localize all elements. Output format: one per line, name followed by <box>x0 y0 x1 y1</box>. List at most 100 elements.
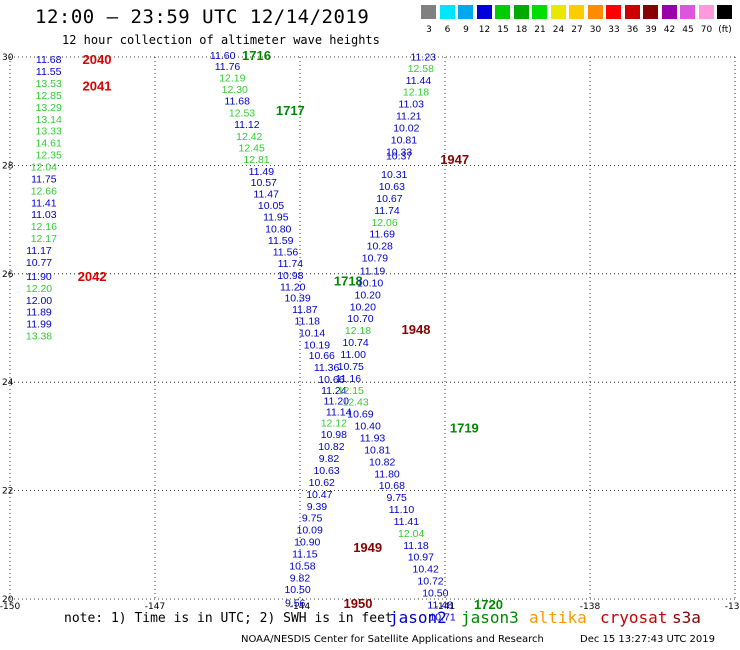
color-swatch <box>513 5 529 19</box>
data-point-label: 10.81 <box>391 134 417 146</box>
color-scale-label: 15 <box>497 25 509 35</box>
x-tick-label: -141 <box>435 602 455 612</box>
chart-title: 12:00 — 23:59 UTC 12/14/2019 <box>35 6 370 28</box>
data-point-label: 11.19 <box>360 266 386 278</box>
data-point-label: 12.06 <box>371 217 397 229</box>
data-point-label: 11.74 <box>278 258 304 270</box>
color-swatch <box>458 5 473 19</box>
data-point-label: 9.56 <box>285 597 306 609</box>
data-point-label: 11.20 <box>280 281 306 293</box>
y-tick-label: 20 <box>2 595 14 605</box>
color-swatch <box>532 5 547 19</box>
color-scale-label: 30 <box>589 25 602 35</box>
data-point-label: 10.50 <box>284 584 310 596</box>
data-point-label: 11.76 <box>215 61 241 73</box>
data-point-label: 11.68 <box>224 95 250 107</box>
data-point-label: 12.42 <box>236 131 262 143</box>
color-swatch <box>550 5 566 19</box>
data-point-label: 11.03 <box>31 209 57 221</box>
data-point-label: 9.82 <box>290 572 311 584</box>
data-point-label: 11.48 <box>427 599 453 611</box>
data-point-label: 11.00 <box>340 349 366 361</box>
data-point-label: 10.33 <box>386 146 412 158</box>
data-point-label: 13.33 <box>36 126 62 138</box>
x-tick-label: -147 <box>145 602 165 612</box>
color-scale-label: 12 <box>478 25 491 35</box>
data-point-label: 10.80 <box>265 223 291 235</box>
data-point-label: 11.23 <box>411 51 437 63</box>
data-point-label: 10.75 <box>338 361 364 373</box>
color-swatch <box>495 5 510 19</box>
legend-item: altika <box>529 608 587 627</box>
color-swatch <box>587 5 603 19</box>
data-point-label: 10.20 <box>355 289 381 301</box>
data-point-label: 10.14 <box>299 327 325 339</box>
color-swatch <box>680 5 695 19</box>
data-point-label: 11.18 <box>403 540 429 552</box>
data-point-label: 10.63 <box>313 465 339 477</box>
data-point-label: 10.40 <box>355 421 381 433</box>
pass-time-label: 2042 <box>78 269 107 284</box>
color-swatch <box>606 5 621 19</box>
color-scale-label: 27 <box>571 25 583 35</box>
color-swatch <box>643 5 658 19</box>
data-point-label: 12.20 <box>26 283 52 295</box>
data-point-label: 11.47 <box>253 189 279 201</box>
credit-line: NOAA/NESDIS Center for Satellite Applica… <box>241 634 544 645</box>
data-point-label: 12.16 <box>31 221 57 233</box>
data-point-label: 11.87 <box>292 304 318 316</box>
chart-subtitle: 12 hour collection of altimeter wave hei… <box>62 33 380 47</box>
data-point-label: 10.09 <box>297 525 323 537</box>
color-swatch <box>439 5 455 19</box>
legend-item: jason2 <box>389 608 447 627</box>
data-point-label: 11.41 <box>31 197 57 209</box>
data-point-label: 10.71 <box>429 611 455 623</box>
y-tick-label: 22 <box>2 487 13 497</box>
pass-time-label: 2040 <box>83 52 112 67</box>
data-point-label: 10.39 <box>284 293 310 305</box>
color-swatch <box>698 5 714 19</box>
color-scale-label: 18 <box>515 25 528 35</box>
data-point-label: 11.41 <box>394 516 420 528</box>
color-swatch <box>421 5 436 19</box>
data-point-label: 13.14 <box>36 114 62 126</box>
data-point-label: 10.67 <box>376 193 402 205</box>
legend-item: s3a <box>672 608 701 627</box>
pass-time-label: 1950 <box>344 596 373 611</box>
data-point-label: 10.66 <box>309 350 335 362</box>
data-point-label: 10.97 <box>408 552 434 564</box>
data-point-label: 10.02 <box>393 122 419 134</box>
data-point-label: 10.63 <box>379 181 405 193</box>
color-scale-label: 21 <box>534 25 546 35</box>
data-point-label: 12.53 <box>229 107 255 119</box>
y-tick-label: 24 <box>2 378 14 388</box>
data-point-label: 10.62 <box>309 477 335 489</box>
data-point-label: 12.35 <box>36 150 62 162</box>
data-point-label: 12.81 <box>243 154 269 166</box>
data-point-label: 13.53 <box>36 78 62 90</box>
data-point-label: 10.98 <box>321 429 347 441</box>
x-tick-label: -135 <box>725 602 740 612</box>
data-point-label: 10.82 <box>369 456 395 468</box>
data-point-label: 11.80 <box>374 468 400 480</box>
data-point-label: 12.00 <box>26 295 52 307</box>
color-scale-label: 45 <box>682 25 694 35</box>
data-point-label: 13.38 <box>26 331 52 343</box>
data-point-label: 10.68 <box>379 480 405 492</box>
data-point-label: 11.75 <box>31 173 57 185</box>
data-point-label: 12.66 <box>31 185 57 197</box>
color-swatch <box>661 5 677 19</box>
y-tick-label: 30 <box>2 53 14 63</box>
legend-item: jason3 <box>461 608 519 627</box>
data-point-label: 12.85 <box>36 90 62 102</box>
data-point-label: 12.58 <box>408 63 434 75</box>
data-point-label: 11.10 <box>389 504 415 516</box>
color-scale-label: 24 <box>552 25 565 35</box>
data-point-label: 10.81 <box>364 444 390 456</box>
data-point-label: 10.74 <box>342 337 368 349</box>
data-point-label: 11.89 <box>26 307 52 319</box>
color-swatch <box>569 5 584 19</box>
data-point-label: 11.90 <box>26 271 52 283</box>
data-point-label: 14.61 <box>36 138 62 150</box>
